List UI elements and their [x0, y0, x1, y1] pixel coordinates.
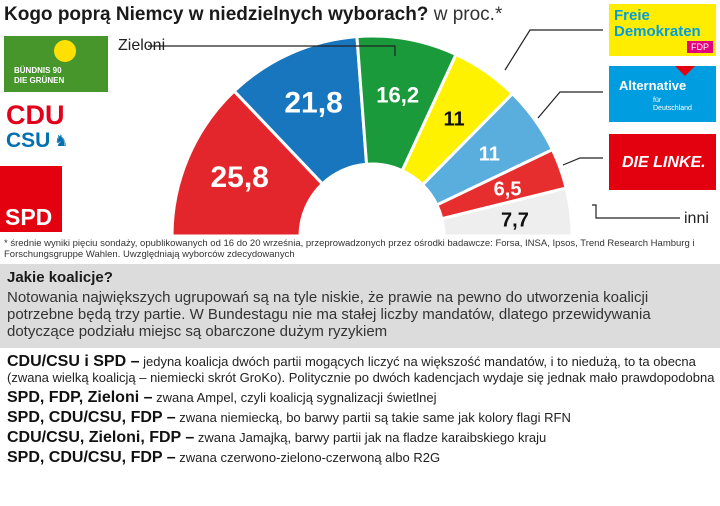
csu-logo-text: CSU: [6, 129, 51, 152]
coalition-parties: SPD, CDU/CSU, FDP –: [7, 409, 176, 426]
greens-logo-line2: DIE GRÜNEN: [14, 76, 65, 85]
coalition-list: CDU/CSU i SPD – jedyna koalicja dwóch pa…: [7, 354, 717, 470]
coalition-parties: SPD, CDU/CSU, FDP –: [7, 449, 176, 466]
value-label: 7,7: [501, 210, 529, 232]
coalition-desc: zwana Jamajką, barwy partii jak na fladz…: [197, 430, 547, 445]
leader-greens: [148, 45, 396, 56]
greens-label: Zieloni: [118, 37, 166, 54]
arrow-icon: [675, 66, 695, 76]
afd-logo-line1: Alternative: [619, 78, 687, 93]
chart-title: Kogo poprą Niemcy w niedzielnych wyborac…: [4, 4, 502, 26]
value-label: 25,8: [210, 161, 268, 194]
leader-afd: [537, 91, 603, 119]
leader-fdp: [504, 29, 603, 71]
afd-logo: Alternative für Deutschland: [609, 66, 716, 122]
coalition-item: CDU/CSU i SPD – jedyna koalicja dwóch pa…: [7, 354, 717, 386]
fdp-logo-line2: Demokraten: [614, 23, 701, 40]
half-donut-chart: 25,8 21,8 16,2 11 11 6,5 7,7: [148, 29, 680, 238]
coalition-item: CDU/CSU, Zieloni, FDP – zwana Jamajką, b…: [7, 430, 717, 446]
coalition-desc: zwana czerwono-zielono-czerwoną albo R2G: [179, 450, 441, 465]
coalition-desc: zwana Ampel, czyli koalicją sygnalizacji…: [156, 390, 437, 405]
fdp-logo: Freie Demokraten FDP: [609, 4, 716, 56]
value-label: 21,8: [284, 86, 342, 119]
afd-logo-line2: für Deutschland: [653, 97, 692, 113]
coalition-parties: CDU/CSU, Zieloni, FDP –: [7, 429, 195, 446]
lion-icon: ♞: [54, 133, 69, 150]
title-text: Kogo poprą Niemcy w niedzielnych wyborac…: [4, 4, 429, 25]
coalitions-heading: Jakie koalicje?: [7, 269, 113, 286]
coalition-item: SPD, CDU/CSU, FDP – zwana czerwono-zielo…: [7, 450, 717, 466]
fdp-logo-line1: Freie: [614, 7, 650, 24]
cdu-logo-text: CDU: [6, 100, 65, 130]
leader-linke: [562, 157, 603, 166]
value-label: 6,5: [494, 178, 522, 200]
footnote: * średnie wyniki pięciu sondaży, opublik…: [4, 238, 695, 260]
coalitions-box: Jakie koalicje? Notowania największych u…: [0, 264, 720, 348]
value-label: 11: [479, 143, 500, 165]
afd-logo-line2a: für: [653, 97, 662, 104]
value-label: 11: [443, 109, 464, 131]
coalition-parties: SPD, FDP, Zieloni –: [7, 389, 153, 406]
unit-note: w proc.*: [433, 4, 503, 25]
coalition-item: SPD, CDU/CSU, FDP – zwana niemiecką, bo …: [7, 410, 717, 426]
coalition-desc: jedyna koalicja dwóch partii mogących li…: [7, 354, 715, 385]
greens-logo: BÜNDNIS 90 DIE GRÜNEN: [4, 36, 108, 92]
cdu-csu-logo: CDU CSU ♞: [4, 98, 84, 156]
slice-cdu-csu: [232, 34, 369, 186]
sunflower-icon: [54, 40, 76, 62]
linke-logo: DIE LINKE.: [609, 134, 716, 190]
value-label: 16,2: [376, 82, 419, 107]
coalition-desc: zwana niemiecką, bo barwy partii są taki…: [179, 410, 571, 425]
others-label: inni: [684, 210, 709, 227]
afd-logo-line3: Deutschland: [653, 105, 692, 112]
slice-inni: [440, 186, 574, 238]
greens-logo-line1: BÜNDNIS 90: [14, 66, 62, 75]
coalition-item: SPD, FDP, Zieloni – zwana Ampel, czyli k…: [7, 390, 717, 406]
coalitions-intro: Notowania największych ugrupowań są na t…: [7, 289, 651, 340]
coalition-parties: CDU/CSU i SPD –: [7, 353, 140, 370]
slice-spd: [170, 88, 325, 238]
fdp-logo-line3: FDP: [687, 41, 713, 53]
spd-logo: SPD: [0, 166, 62, 232]
leader-inni: [592, 204, 680, 219]
